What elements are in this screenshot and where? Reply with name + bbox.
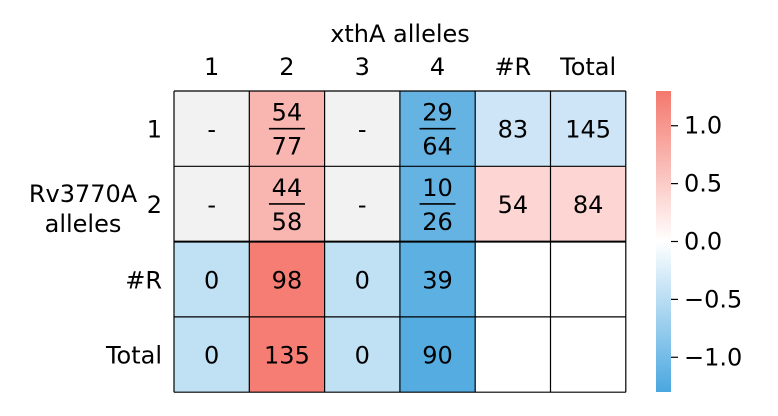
row-label: #R	[125, 266, 162, 294]
cell-denominator: 77	[272, 133, 303, 161]
cell-value: 145	[565, 116, 611, 144]
heatmap-cell	[249, 241, 325, 317]
heatmap-cell	[399, 241, 476, 317]
cell-value: -	[207, 116, 216, 144]
colorbar-ticks: 1.0 0.5 0.0 −0.5 −1.0	[671, 112, 742, 371]
cell-value: -	[207, 191, 216, 219]
heatmap-cell	[550, 166, 626, 242]
y-axis-label: Rv3770A alleles	[29, 180, 138, 238]
cell-value: 0	[355, 266, 370, 294]
heatmap-cell	[174, 166, 250, 242]
cell-value: 84	[573, 191, 604, 219]
heatmap-cell	[550, 316, 626, 393]
y-axis-label-line: Rv3770A	[29, 180, 138, 208]
cell-value: 0	[204, 266, 219, 294]
y-axis-label-line: alleles	[45, 210, 122, 238]
column-label: 1	[204, 53, 219, 81]
heatmap-cell	[475, 316, 551, 393]
column-label: 3	[355, 53, 370, 81]
row-labels: 1 2 #R Total	[105, 116, 162, 370]
cell-value: 39	[422, 266, 453, 294]
heatmap-cell	[249, 316, 325, 393]
heatmap-cell	[174, 316, 250, 393]
colorbar-tick-label: −1.0	[684, 343, 742, 371]
cell-numerator: 54	[272, 99, 303, 127]
cell-value: 135	[264, 342, 310, 370]
heatmap-cell	[324, 316, 400, 393]
column-label: #R	[494, 53, 531, 81]
cell-denominator: 58	[272, 208, 303, 236]
cell-value: 54	[498, 191, 529, 219]
column-label: 2	[279, 53, 294, 81]
heatmap-cell	[324, 91, 400, 167]
heatmap-cell	[475, 91, 551, 167]
heatmap-cell	[475, 241, 551, 317]
column-labels: 1 2 3 4 #R Total	[204, 53, 616, 81]
colorbar-tick-label: −0.5	[684, 285, 742, 313]
row-label: Total	[105, 342, 162, 370]
cell-value: -	[358, 116, 367, 144]
colorbar-tick-label: 0.0	[684, 228, 722, 256]
cell-value: 98	[272, 266, 303, 294]
heatmap-cell	[324, 241, 400, 317]
x-axis-label: xthA alleles	[330, 20, 470, 48]
cell-value: 83	[498, 116, 529, 144]
heatmap-cell	[174, 91, 250, 167]
heatmap-cell	[399, 316, 476, 393]
colorbar-tick-label: 1.0	[684, 112, 722, 140]
cell-numerator: 44	[272, 174, 303, 202]
column-label: 4	[430, 53, 445, 81]
row-label: 2	[147, 191, 162, 219]
heatmap-cells: - 54 77 - 29 64 83 145 - 44 58 - 10 26 54 84 0 98 0 39 0 135 0…	[173, 90, 627, 393]
cell-denominator: 64	[422, 133, 453, 161]
cell-value: 90	[422, 342, 453, 370]
heatmap-cell	[475, 166, 551, 242]
colorbar: 1.0 0.5 0.0 −0.5 −1.0	[656, 91, 742, 392]
cell-value: -	[358, 191, 367, 219]
heatmap-cell	[550, 91, 626, 167]
heatmap-cell	[324, 166, 400, 242]
column-label: Total	[559, 53, 616, 81]
colorbar-gradient	[656, 91, 671, 392]
cell-denominator: 26	[422, 208, 453, 236]
heatmap-cell	[550, 241, 626, 317]
cell-value: 0	[355, 342, 370, 370]
colorbar-tick-label: 0.5	[684, 170, 722, 198]
cell-numerator: 10	[422, 174, 453, 202]
cell-value: 0	[204, 342, 219, 370]
row-label: 1	[147, 116, 162, 144]
heatmap-cell	[174, 241, 250, 317]
cell-numerator: 29	[422, 99, 453, 127]
